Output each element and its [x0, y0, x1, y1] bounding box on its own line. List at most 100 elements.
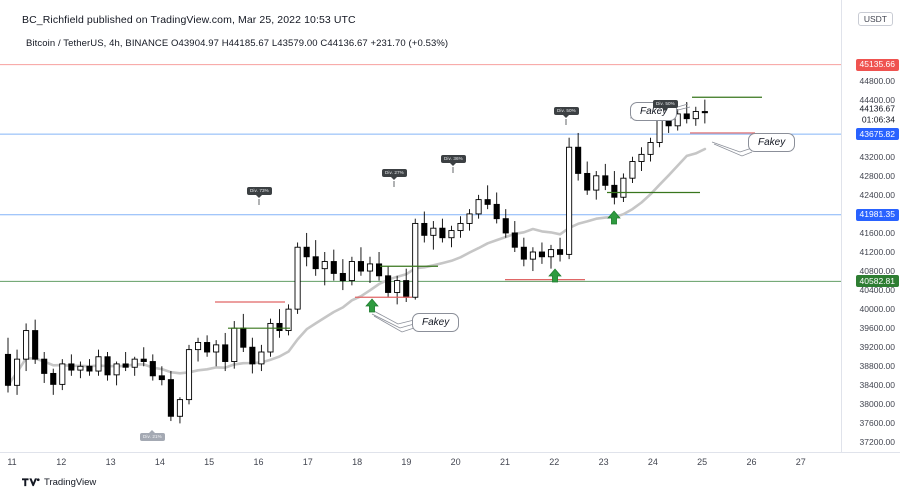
time-axis-label: 23 [598, 457, 609, 467]
candle [185, 344, 193, 405]
callout-fakey-right: Fakey [748, 133, 796, 152]
price-axis-label: 38800.00 [859, 361, 895, 372]
time-axis-label: 12 [56, 457, 67, 467]
price-axis[interactable]: USDT 45200.0044800.0044400.0043200.00428… [841, 0, 900, 452]
candle [59, 359, 66, 391]
candle [701, 99, 708, 124]
currency-badge: USDT [857, 12, 893, 26]
candle [41, 352, 48, 383]
candle [575, 132, 582, 181]
time-axis-label: 26 [746, 457, 757, 467]
candle [412, 218, 419, 300]
candle [86, 359, 93, 376]
level-tag-mid[interactable]: 41981.35 [855, 208, 899, 221]
candle [213, 340, 220, 367]
price-axis-label: 40400.00 [859, 285, 895, 296]
buy-arrow-icon [365, 298, 379, 313]
moving-average-line [6, 147, 707, 387]
candle [421, 211, 428, 243]
time-axis-label: 11 [7, 457, 17, 467]
divergence-badge-3: Div. 27% [382, 169, 407, 180]
candle [620, 173, 627, 202]
callout-leader-line [371, 309, 415, 325]
price-axis-label: 44400.00 [859, 94, 895, 105]
candle [457, 216, 464, 238]
candle [176, 397, 184, 424]
price-axis-label: 39600.00 [859, 323, 895, 334]
candle [68, 354, 75, 376]
candle [448, 225, 455, 248]
candle [376, 252, 383, 281]
price-axis-label: 42800.00 [859, 170, 895, 181]
time-axis-label: 13 [105, 457, 116, 467]
price-axis-label: 37600.00 [859, 418, 895, 429]
candle [466, 209, 473, 231]
price-axis-label: 40000.00 [859, 304, 895, 315]
price-axis-label: 40800.00 [859, 266, 895, 277]
candle [167, 371, 174, 422]
callout-leader-line [373, 315, 415, 333]
time-axis-label: 24 [647, 457, 658, 467]
price-axis-label: 44800.00 [859, 75, 895, 86]
candle [502, 209, 509, 238]
level-tag-upper[interactable]: 43675.82 [855, 128, 899, 141]
time-axis-label: 21 [499, 457, 511, 467]
candle [23, 323, 30, 372]
candle [593, 171, 600, 200]
candle [475, 194, 482, 219]
candle [95, 349, 102, 376]
tradingview-mark-icon [22, 478, 40, 487]
candle [222, 332, 229, 372]
candle [647, 137, 654, 162]
price-axis-label: 39200.00 [859, 342, 895, 353]
candle [584, 161, 591, 195]
divergence-badge-1: Div. 21% [140, 430, 165, 441]
candle [330, 249, 337, 281]
buy-arrow-icon [607, 210, 621, 225]
tradingview-wordmark: TradingView [44, 477, 97, 488]
candle [240, 313, 247, 352]
candle [493, 192, 500, 224]
time-axis-label: 14 [154, 457, 165, 467]
candle [520, 237, 527, 267]
time-axis-label: 27 [795, 457, 806, 467]
candle [294, 242, 301, 314]
candle [547, 244, 555, 269]
candle [32, 319, 39, 364]
price-axis-label: 41200.00 [859, 247, 895, 257]
resistance-tag[interactable]: 45135.66 [855, 58, 899, 71]
candle [538, 242, 545, 264]
support-tag[interactable]: 40582.81 [855, 275, 899, 288]
price-axis-label: 41600.00 [859, 227, 895, 238]
candle [113, 361, 120, 386]
candle [683, 102, 690, 124]
tradingview-logo: TradingView [22, 477, 96, 488]
candle [394, 275, 401, 305]
callout-leader-line [371, 313, 415, 329]
divergence-badge-4: Div. 36% [441, 155, 466, 166]
candle [140, 347, 147, 367]
callout-leader-line [713, 143, 753, 157]
time-axis-label: 20 [450, 457, 461, 467]
candle [357, 247, 365, 276]
current-price-readout: 44136.67 01:06:34 [860, 104, 895, 125]
candle [258, 344, 265, 372]
candle [439, 218, 446, 243]
chart-plot-area[interactable]: Fakey Fakey Fakey Div. 73% Div. 27% Div.… [0, 52, 841, 452]
candle [674, 109, 681, 131]
candle [484, 185, 491, 210]
current-price-value: 44136.67 [859, 103, 895, 114]
time-axis-label: 18 [352, 457, 363, 467]
candle [204, 335, 211, 357]
time-axis-label: 16 [253, 457, 264, 467]
time-axis-label: 19 [401, 457, 412, 467]
bar-countdown: 01:06:34 [861, 114, 895, 125]
candle [77, 361, 84, 379]
candle [629, 156, 636, 183]
candle [602, 163, 609, 191]
time-axis[interactable]: 11 12 13 14 15 16 17 18 19 20 21 22 23 24 25 26 27 [0, 452, 900, 475]
candle [321, 252, 328, 286]
candle [339, 259, 346, 291]
price-axis-label: 42400.00 [859, 189, 895, 200]
candle [430, 221, 437, 250]
